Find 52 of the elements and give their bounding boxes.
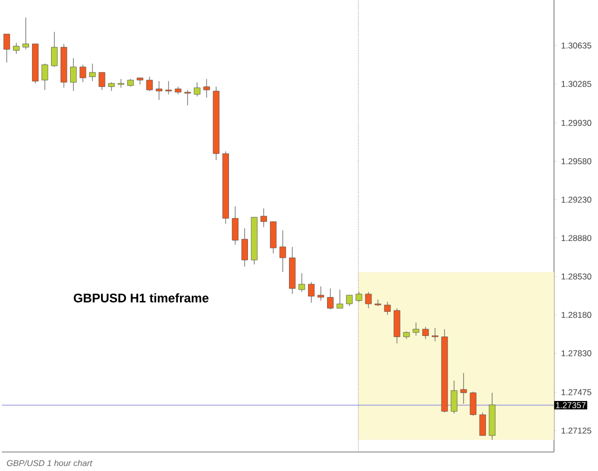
- y-tick-label: 1.27125: [562, 428, 592, 434]
- candlestick: [356, 292, 362, 302]
- candlestick: [70, 58, 77, 92]
- annotation: GBPUSD H1 timeframe: [74, 293, 208, 302]
- candlestick: [422, 326, 429, 340]
- y-tick-label: 1.29580: [562, 158, 592, 164]
- candlestick: [336, 289, 344, 309]
- candlestick: [327, 288, 334, 310]
- candlestick: [450, 380, 458, 414]
- candlestick: [460, 372, 467, 404]
- candlestick: [42, 63, 48, 90]
- candlestick: [194, 82, 200, 97]
- candlestick: [260, 208, 267, 228]
- candlestick: [51, 32, 58, 68]
- candlestick: [308, 282, 315, 304]
- candlestick: [346, 294, 353, 306]
- y-tick-label: 1.27475: [562, 389, 592, 396]
- candlestick: [13, 42, 20, 54]
- candlestick: [298, 272, 306, 292]
- candlestick: [80, 64, 86, 83]
- candlestick: [156, 80, 162, 100]
- y-tick-label: 1.28530: [562, 273, 592, 280]
- y-tick-label: 1.27830: [562, 350, 592, 356]
- candlestick: [384, 301, 391, 316]
- candlestick: [280, 230, 286, 272]
- candlestick: [232, 206, 238, 245]
- candlestick: [89, 63, 96, 82]
- candlestick: [136, 78, 144, 85]
- candlestick: [4, 34, 10, 63]
- candlestick: [203, 78, 210, 98]
- candlestick: [374, 299, 382, 306]
- candlestick: [412, 322, 420, 336]
- candlestick: [184, 90, 191, 106]
- candlestick: [98, 72, 106, 90]
- candlestick: [479, 412, 486, 436]
- candlestick: [365, 292, 372, 309]
- candlestick: [241, 228, 248, 267]
- text: GBP/USD 1 hour chart: [6, 460, 92, 466]
- y-tick-label: 1.29230: [562, 196, 592, 203]
- candlestick: [470, 391, 476, 416]
- y-tick-label: 1.30285: [562, 80, 592, 87]
- candlestick: [118, 78, 124, 88]
- y-tick-label: 1.28180: [562, 312, 592, 318]
- y-tick-label: 1.30635: [562, 42, 592, 49]
- candlestick: [432, 328, 438, 342]
- candlestick: [146, 76, 153, 92]
- candlestick: [318, 286, 324, 301]
- candlestick: [165, 80, 172, 95]
- candlestick: [22, 17, 30, 50]
- ref-line-label: 1.27357: [556, 402, 586, 408]
- y-tick-label: 1.28880: [562, 235, 592, 242]
- y-tick-label: 1.29930: [562, 120, 592, 126]
